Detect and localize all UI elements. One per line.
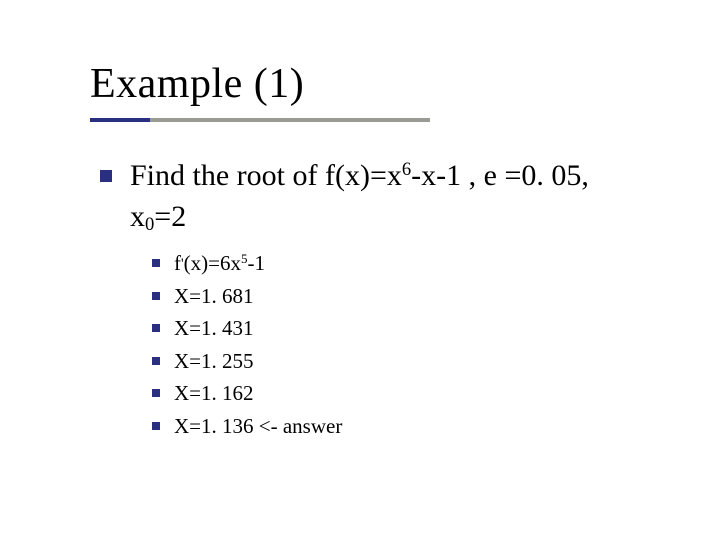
bullet-level1: Find the root of f(x)=x6-x-1 , e =0. 05,…: [100, 156, 670, 237]
text-fragment: -1: [248, 251, 266, 275]
list-item: X=1. 162: [152, 377, 670, 410]
text-fragment: =2: [154, 200, 186, 233]
sublist: f'(x)=6x5-1 X=1. 681 X=1. 431 X=1. 255 X…: [152, 247, 670, 442]
list-item: X=1. 431: [152, 312, 670, 345]
list-item: X=1. 681: [152, 280, 670, 313]
list-item: X=1. 255: [152, 345, 670, 378]
text-fragment: f: [174, 251, 181, 275]
text-fragment: x: [130, 200, 145, 233]
square-bullet-icon: [152, 422, 160, 430]
square-bullet-icon: [152, 389, 160, 397]
superscript: 6: [402, 159, 411, 180]
text-fragment: -x-1 ,: [411, 159, 483, 192]
text-fragment: (x)=6x: [184, 251, 241, 275]
square-bullet-icon: [152, 292, 160, 300]
square-bullet-icon: [100, 170, 112, 182]
square-bullet-icon: [152, 259, 160, 267]
title-area: Example (1): [90, 60, 670, 122]
level1-text: Find the root of f(x)=x6-x-1 , e =0. 05,…: [130, 156, 670, 237]
list-item-text: X=1. 136 <- answer: [174, 410, 342, 443]
list-item: f'(x)=6x5-1: [152, 247, 670, 280]
subscript: 0: [145, 214, 154, 235]
list-item: X=1. 136 <- answer: [152, 410, 670, 443]
square-bullet-icon: [152, 324, 160, 332]
list-item-text: X=1. 431: [174, 312, 254, 345]
list-item-text: X=1. 681: [174, 280, 254, 313]
prime-mark: ': [181, 256, 184, 272]
text-fragment: =0. 05,: [497, 159, 589, 192]
square-bullet-icon: [152, 357, 160, 365]
slide-title: Example (1): [90, 60, 670, 108]
text-fragment: Find the root of f(x)=x: [130, 159, 402, 192]
list-item-text: X=1. 162: [174, 377, 254, 410]
superscript: 5: [241, 251, 248, 266]
epsilon: e: [484, 159, 497, 192]
list-item-text: f'(x)=6x5-1: [174, 247, 265, 280]
slide: Example (1) Find the root of f(x)=x6-x-1…: [0, 0, 720, 540]
underline-accent: [90, 118, 150, 122]
title-underline: [90, 118, 430, 122]
list-item-text: X=1. 255: [174, 345, 254, 378]
